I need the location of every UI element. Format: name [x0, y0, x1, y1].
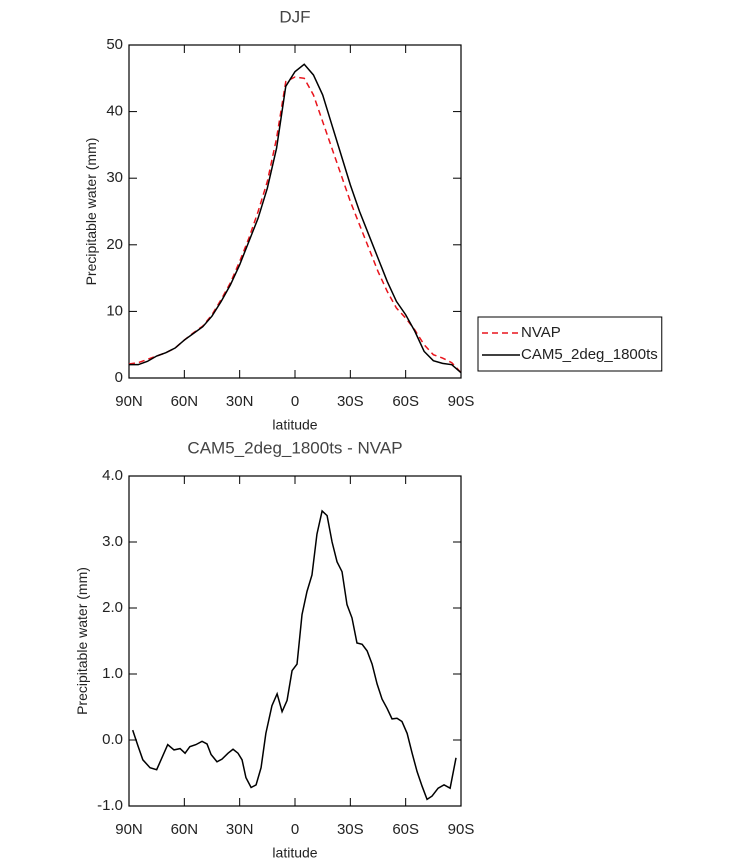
- x-tick-label: 30S: [337, 821, 364, 838]
- x-tick-label: 0: [291, 393, 299, 410]
- y-axis-label: Precipitable water (mm): [83, 138, 99, 286]
- x-tick-label: 90N: [115, 821, 143, 838]
- x-tick-label: 60S: [392, 393, 419, 410]
- x-tick-label: 90N: [115, 393, 143, 410]
- x-tick-label: 60N: [171, 821, 199, 838]
- y-tick-label: 3.0: [102, 533, 123, 550]
- plot-frame: [128, 44, 462, 379]
- y-axis-label: Precipitable water (mm): [74, 567, 90, 715]
- x-tick-label: 90S: [448, 821, 475, 838]
- data-line: [128, 76, 462, 374]
- y-tick-label: 50: [106, 36, 123, 53]
- x-axis-label: latitude: [272, 845, 317, 861]
- y-tick-label: -1.0: [97, 797, 123, 814]
- data-line: [129, 63, 462, 374]
- x-tick-label: 30S: [337, 393, 364, 410]
- legend-label: NVAP: [521, 324, 561, 341]
- data-line: [131, 509, 457, 801]
- legend-box: [477, 316, 663, 372]
- y-tick-label: 40: [106, 103, 123, 120]
- y-tick-label: 1.0: [102, 665, 123, 682]
- y-tick-label: 2.0: [102, 599, 123, 616]
- x-tick-label: 30N: [226, 393, 254, 410]
- chart-title: CAM5_2deg_1800ts - NVAP: [187, 438, 402, 457]
- y-tick-label: 0: [115, 369, 123, 386]
- x-tick-label: 60N: [171, 393, 199, 410]
- x-tick-label: 60S: [392, 821, 419, 838]
- y-tick-label: 10: [106, 302, 123, 319]
- x-tick-label: 0: [291, 821, 299, 838]
- y-tick-label: 0.0: [102, 731, 123, 748]
- x-tick-label: 30N: [226, 821, 254, 838]
- legend-label: CAM5_2deg_1800ts: [521, 346, 658, 363]
- plot-frame: [128, 475, 462, 807]
- y-tick-label: 20: [106, 236, 123, 253]
- y-tick-label: 4.0: [102, 467, 123, 484]
- x-tick-label: 90S: [448, 393, 475, 410]
- x-axis-label: latitude: [272, 417, 317, 433]
- chart-title: DJF: [279, 7, 310, 26]
- y-tick-label: 30: [106, 169, 123, 186]
